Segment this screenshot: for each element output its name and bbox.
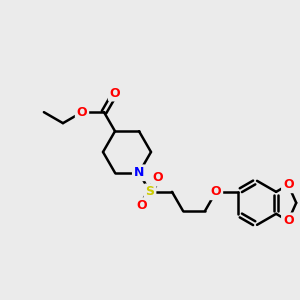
Text: N: N [134,166,144,179]
Text: O: O [137,199,147,212]
Text: O: O [77,106,87,119]
Text: O: O [153,172,163,184]
Text: O: O [110,87,120,100]
Text: O: O [211,185,221,198]
Text: O: O [283,214,293,227]
Text: S: S [146,185,154,198]
Text: O: O [283,178,293,191]
